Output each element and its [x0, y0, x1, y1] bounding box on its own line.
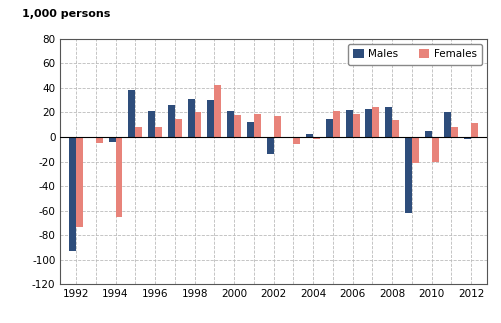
Bar: [450, 127, 457, 137]
Bar: [332, 111, 339, 137]
Bar: [352, 114, 359, 137]
Bar: [207, 100, 214, 137]
Bar: [286, 137, 293, 138]
Bar: [411, 137, 418, 163]
Bar: [293, 137, 300, 144]
Bar: [148, 111, 155, 137]
Legend: Males, Females: Males, Females: [348, 44, 481, 65]
Bar: [246, 122, 254, 137]
Bar: [404, 137, 411, 213]
Bar: [76, 137, 83, 226]
Bar: [227, 111, 233, 137]
Bar: [325, 119, 332, 137]
Bar: [115, 137, 122, 217]
Bar: [443, 112, 450, 137]
Bar: [306, 134, 313, 137]
Bar: [69, 137, 76, 251]
Bar: [135, 127, 142, 137]
Bar: [233, 115, 240, 137]
Bar: [187, 99, 194, 137]
Bar: [313, 137, 319, 140]
Bar: [345, 110, 352, 137]
Bar: [365, 109, 372, 137]
Bar: [372, 108, 379, 137]
Bar: [431, 137, 438, 162]
Bar: [273, 116, 280, 137]
Bar: [266, 137, 273, 154]
Bar: [194, 112, 201, 137]
Bar: [96, 137, 103, 143]
Bar: [470, 123, 477, 137]
Bar: [108, 137, 115, 142]
Bar: [384, 108, 391, 137]
Text: 1,000 persons: 1,000 persons: [22, 9, 110, 19]
Bar: [128, 90, 135, 137]
Bar: [89, 137, 96, 138]
Bar: [155, 127, 162, 137]
Bar: [424, 131, 431, 137]
Bar: [254, 114, 260, 137]
Bar: [463, 137, 470, 140]
Bar: [391, 120, 398, 137]
Bar: [167, 105, 174, 137]
Bar: [174, 119, 181, 137]
Bar: [214, 85, 221, 137]
